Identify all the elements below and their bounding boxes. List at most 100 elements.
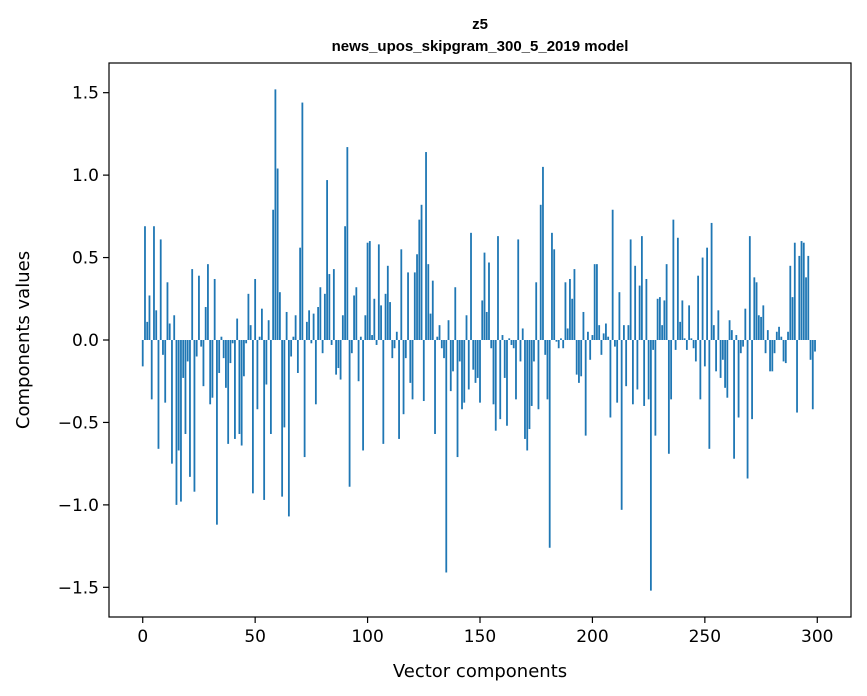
bar-220 [636,340,639,390]
bar-36 [222,340,225,359]
bar-267 [742,340,744,347]
bar-135 [445,340,448,573]
bar-108 [384,293,387,340]
bar-12 [168,323,171,340]
bar-200 [591,335,594,340]
bar-61 [278,292,281,340]
bar-178 [542,166,544,341]
bar-232 [663,300,666,340]
bar-127 [427,264,430,340]
bar-59 [274,89,277,340]
bar-136 [447,320,450,340]
bar-111 [391,340,394,359]
bar-63 [283,340,286,428]
bar-289 [791,297,794,340]
bar-225 [647,340,650,400]
bar-148 [474,340,477,383]
bar-41 [234,340,236,439]
bar-115 [400,249,403,340]
bar-213 [620,340,623,510]
bar-45 [243,340,245,377]
bar-154 [488,262,490,340]
bar-109 [386,265,389,340]
bar-179 [544,340,547,355]
bar-275 [760,316,762,340]
bar-235 [670,340,673,400]
bar-49 [252,340,254,494]
bar-6 [155,310,158,340]
bar-288 [789,265,792,340]
y-tick-label: 0.5 [72,249,99,269]
bar-40 [231,340,234,344]
bar-246 [694,340,697,362]
bar-276 [762,305,765,341]
bar-110 [389,302,391,340]
bar-96 [357,340,360,382]
plot-frame [108,62,852,618]
bar-205 [602,333,605,340]
bar-208 [609,340,612,418]
bar-81 [323,293,326,340]
bar-64 [285,311,288,340]
bar-201 [593,264,596,340]
bar-116 [402,340,405,415]
bar-185 [557,340,560,349]
bar-250 [703,340,706,367]
bar-219 [634,265,637,340]
bar-164 [510,340,513,345]
bar-224 [645,278,648,340]
bar-70 [299,247,302,340]
bar-145 [467,340,470,390]
bar-129 [431,280,434,340]
bar-128 [429,313,432,340]
bar-119 [409,340,412,383]
bar-69 [296,340,299,373]
chart-title-line-1: z5 [472,16,488,33]
bar-13 [171,340,173,464]
bar-234 [667,340,670,454]
bar-35 [220,336,223,340]
bar-98 [362,340,364,451]
bar-269 [746,340,749,479]
bar-57 [269,340,272,434]
bar-153 [485,311,488,340]
bar-169 [521,328,524,340]
bar-187 [562,340,565,349]
y-tick-label: 1.0 [72,166,99,186]
bar-280 [771,340,774,372]
bar-171 [526,340,529,451]
bar-180 [546,340,549,400]
bar-239 [679,321,682,340]
bar-255 [715,340,717,372]
bar-10 [164,340,167,403]
bar-237 [674,340,677,350]
bar-298 [811,340,814,410]
bar-52 [258,336,261,340]
bar-242 [685,340,688,350]
bar-173 [530,340,533,406]
bar-79 [319,287,322,340]
bar-199 [589,340,592,360]
bar-283 [778,326,780,340]
bar-38 [227,340,230,444]
bar-243 [688,305,691,341]
bar-37 [225,340,227,388]
bar-20 [186,340,189,362]
bar-99 [364,315,367,340]
bar-92 [348,340,351,487]
bar-104 [375,340,378,345]
bar-113 [395,331,398,340]
bar-292 [798,255,801,340]
bar-166 [515,340,517,400]
bar-44 [240,340,243,446]
bar-74 [308,310,311,340]
bar-75 [310,340,313,344]
bar-264 [735,335,738,340]
bar-50 [254,278,257,340]
bar-142 [461,340,463,410]
bar-248 [699,340,702,400]
bar-146 [470,232,472,340]
bar-168 [519,340,522,362]
